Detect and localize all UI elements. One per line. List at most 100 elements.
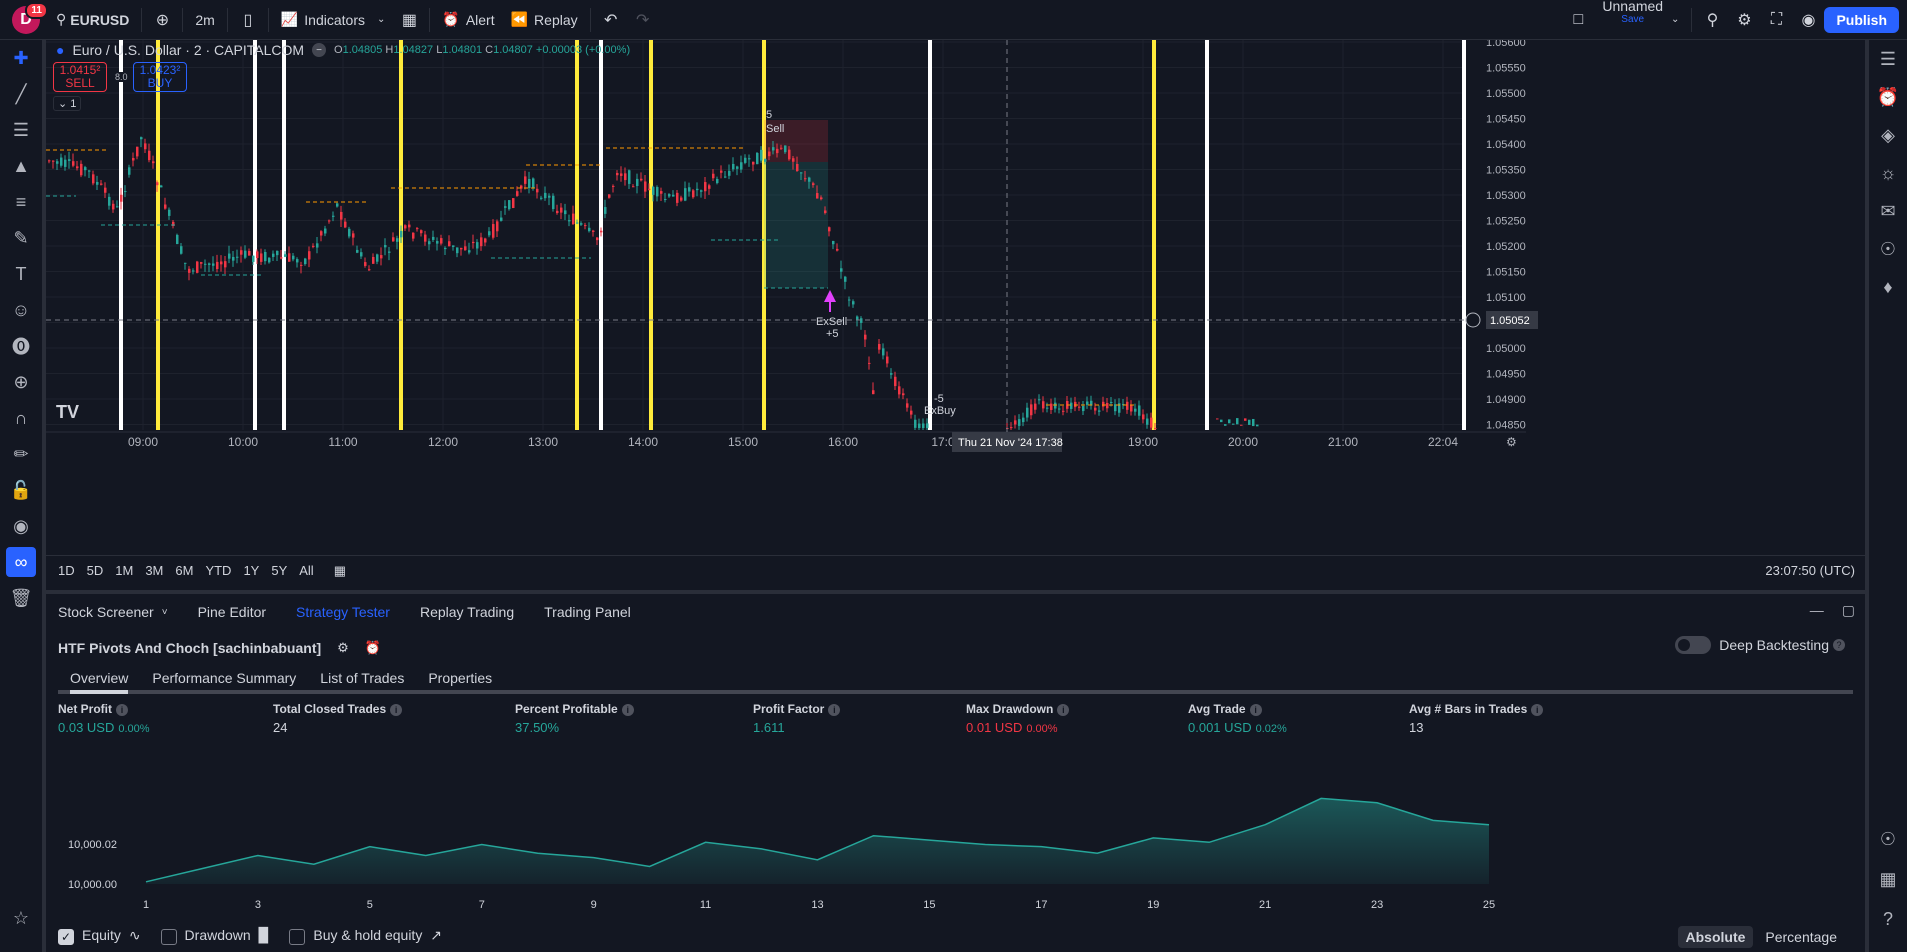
layout-name-button[interactable]: Unnamed Save [1594, 0, 1671, 40]
percentage-button[interactable]: Percentage [1765, 929, 1837, 945]
absolute-button[interactable]: Absolute [1677, 926, 1754, 948]
range-button[interactable]: 6M [175, 563, 194, 578]
strategy-subtab[interactable]: Overview [70, 670, 129, 694]
ruler-icon[interactable]: ⓿ [12, 337, 30, 357]
fullscreen-icon[interactable]: ⛶ [1770, 10, 1783, 28]
deep-backtesting-toggle[interactable]: Deep Backtesting ? [1675, 636, 1845, 654]
price-chart[interactable]: 1.05600 1.05550 1.05500 1.05450 1.05400 1.053… [46, 40, 1865, 485]
emoji-icon[interactable]: ☺ [11, 299, 31, 320]
chevron-down-icon[interactable]: ˅ [161, 606, 168, 618]
range-button[interactable]: 1M [115, 563, 134, 578]
chevron-down-icon[interactable]: ⌄ [1671, 14, 1680, 25]
layout-name: Unnamed [1602, 0, 1664, 14]
panel-tab[interactable]: Pine Editor [197, 604, 267, 620]
alert-button[interactable]: ⏰ Alert [434, 0, 502, 40]
notifications-icon[interactable]: ♦ [1883, 276, 1893, 297]
user-avatar[interactable]: D 11 [12, 1, 48, 34]
square-icon[interactable]: □ [1573, 10, 1584, 28]
buy-button[interactable]: 1.0423² BUY [133, 62, 187, 92]
maximize-icon[interactable]: ▢ [1841, 602, 1855, 618]
trendline-icon[interactable]: ╱ [15, 83, 27, 104]
text-icon[interactable]: T [15, 263, 27, 284]
quick-search-icon[interactable]: ⚲ [1706, 11, 1719, 29]
buy-hold-checkbox[interactable]: Buy & hold equity ↗ [289, 927, 442, 945]
range-button[interactable]: 3M [145, 563, 164, 578]
brush-icon[interactable]: ✎ [13, 227, 29, 248]
drawdown-checkbox[interactable]: Drawdown ▉ [160, 927, 269, 945]
magnet-icon[interactable]: ∩ [14, 407, 28, 428]
chart-grid [46, 40, 1466, 430]
help-icon[interactable]: ? [1882, 908, 1893, 929]
alerts-icon[interactable]: ⏰ [1876, 86, 1900, 107]
interval-button[interactable]: 2m [195, 11, 215, 28]
projection-icon[interactable]: ≡ [15, 191, 27, 212]
indicator-collapse[interactable]: ⌄ 1 [53, 96, 82, 111]
link-icon[interactable]: ∞ [6, 547, 36, 577]
panel-tab[interactable]: Strategy Tester [296, 604, 390, 620]
eye-icon[interactable]: ◉ [13, 515, 29, 536]
range-button[interactable]: 5Y [271, 563, 288, 578]
range-button[interactable]: 1D [58, 563, 75, 578]
streams-icon[interactable]: ☉ [1879, 238, 1897, 259]
crosshair-icon[interactable]: ✚ [13, 47, 29, 68]
range-button[interactable]: All [299, 563, 314, 578]
info-icon[interactable]: i [1531, 704, 1544, 716]
publish-button[interactable]: Publish [1824, 6, 1899, 33]
layers-icon[interactable]: ◈ [1881, 124, 1895, 145]
panel-tab[interactable]: Stock Screener [58, 604, 154, 620]
info-icon[interactable]: i [1057, 704, 1070, 716]
strategy-subtab[interactable]: Properties [428, 670, 493, 686]
range-button[interactable]: 5D [86, 563, 104, 578]
equity-x-tick: 11 [700, 899, 711, 911]
strategy-subtab[interactable]: List of Trades [320, 670, 405, 686]
zoom-in-icon[interactable]: ⊕ [13, 371, 29, 392]
replay-button[interactable]: ⏪ Replay [503, 0, 586, 40]
info-icon[interactable]: i [621, 704, 634, 716]
pattern-icon[interactable]: ▲ [12, 155, 30, 176]
fib-icon[interactable]: ☰ [12, 119, 30, 140]
info-icon[interactable]: i [390, 704, 403, 716]
candle-body [152, 161, 155, 164]
sell-button[interactable]: 1.0415² SELL [53, 62, 107, 92]
candles-icon[interactable]: ▯ [243, 11, 253, 29]
ideas-icon[interactable]: ☼ [1879, 162, 1897, 183]
symbol-search[interactable]: ⚲ EURUSD [48, 0, 137, 40]
candle-body [508, 200, 511, 210]
layouts-icon[interactable]: ▦ [401, 11, 417, 29]
minus-icon[interactable]: − [312, 43, 327, 57]
date-range-icon[interactable]: ▦ [333, 562, 346, 578]
undo-icon[interactable]: ↶ [603, 11, 618, 29]
star-icon[interactable]: ☆ [12, 907, 30, 928]
dom-icon[interactable]: ☉ [1879, 828, 1897, 849]
panel-tab[interactable]: Trading Panel [544, 604, 631, 620]
camera-icon[interactable]: ◉ [1801, 11, 1816, 29]
info-icon[interactable]: i [116, 704, 128, 716]
range-button[interactable]: 1Y [243, 563, 260, 578]
alert-add-icon[interactable]: ⏰ [364, 640, 381, 655]
watchlist-icon[interactable]: ☰ [1879, 48, 1897, 69]
equity-checkbox[interactable]: ✓ Equity ∿ [58, 927, 141, 945]
add-symbol-icon[interactable]: ⊕ [155, 11, 170, 29]
chat-icon[interactable]: ✉ [1880, 200, 1896, 221]
settings-icon[interactable]: ⚙ [337, 640, 349, 655]
info-icon[interactable]: i [1249, 704, 1262, 716]
calendar-icon[interactable]: ▦ [1879, 868, 1897, 889]
panel-tab[interactable]: Replay Trading [419, 604, 515, 620]
toggle-switch[interactable] [1675, 636, 1712, 654]
trash-icon[interactable]: 🗑 [9, 587, 33, 608]
lock-icon[interactable]: 🔓 [9, 479, 33, 500]
utc-clock[interactable]: 23:07:50 (UTC) [1765, 563, 1855, 578]
lock-drawing-icon[interactable]: ✏ [13, 443, 29, 464]
range-button[interactable]: YTD [205, 563, 232, 578]
time-tick-label: 14:00 [628, 435, 658, 449]
indicators-button[interactable]: 📈 Indicators ⌄ [273, 0, 394, 40]
redo-icon[interactable]: ↷ [635, 11, 650, 29]
session-marker-white [1462, 40, 1466, 430]
info-icon[interactable]: ? [1833, 639, 1845, 651]
minimize-icon[interactable]: — [1809, 602, 1824, 618]
strategy-subtab[interactable]: Performance Summary [152, 670, 297, 686]
candle-body [788, 149, 791, 160]
price-chart-canvas[interactable]: 1.05600 1.05550 1.05500 1.05450 1.05400 1.053… [46, 40, 1865, 485]
settings-icon[interactable]: ⚙ [1737, 11, 1752, 29]
info-icon[interactable]: i [828, 704, 841, 716]
